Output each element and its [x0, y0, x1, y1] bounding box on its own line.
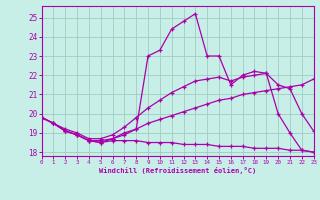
X-axis label: Windchill (Refroidissement éolien,°C): Windchill (Refroidissement éolien,°C) — [99, 167, 256, 174]
